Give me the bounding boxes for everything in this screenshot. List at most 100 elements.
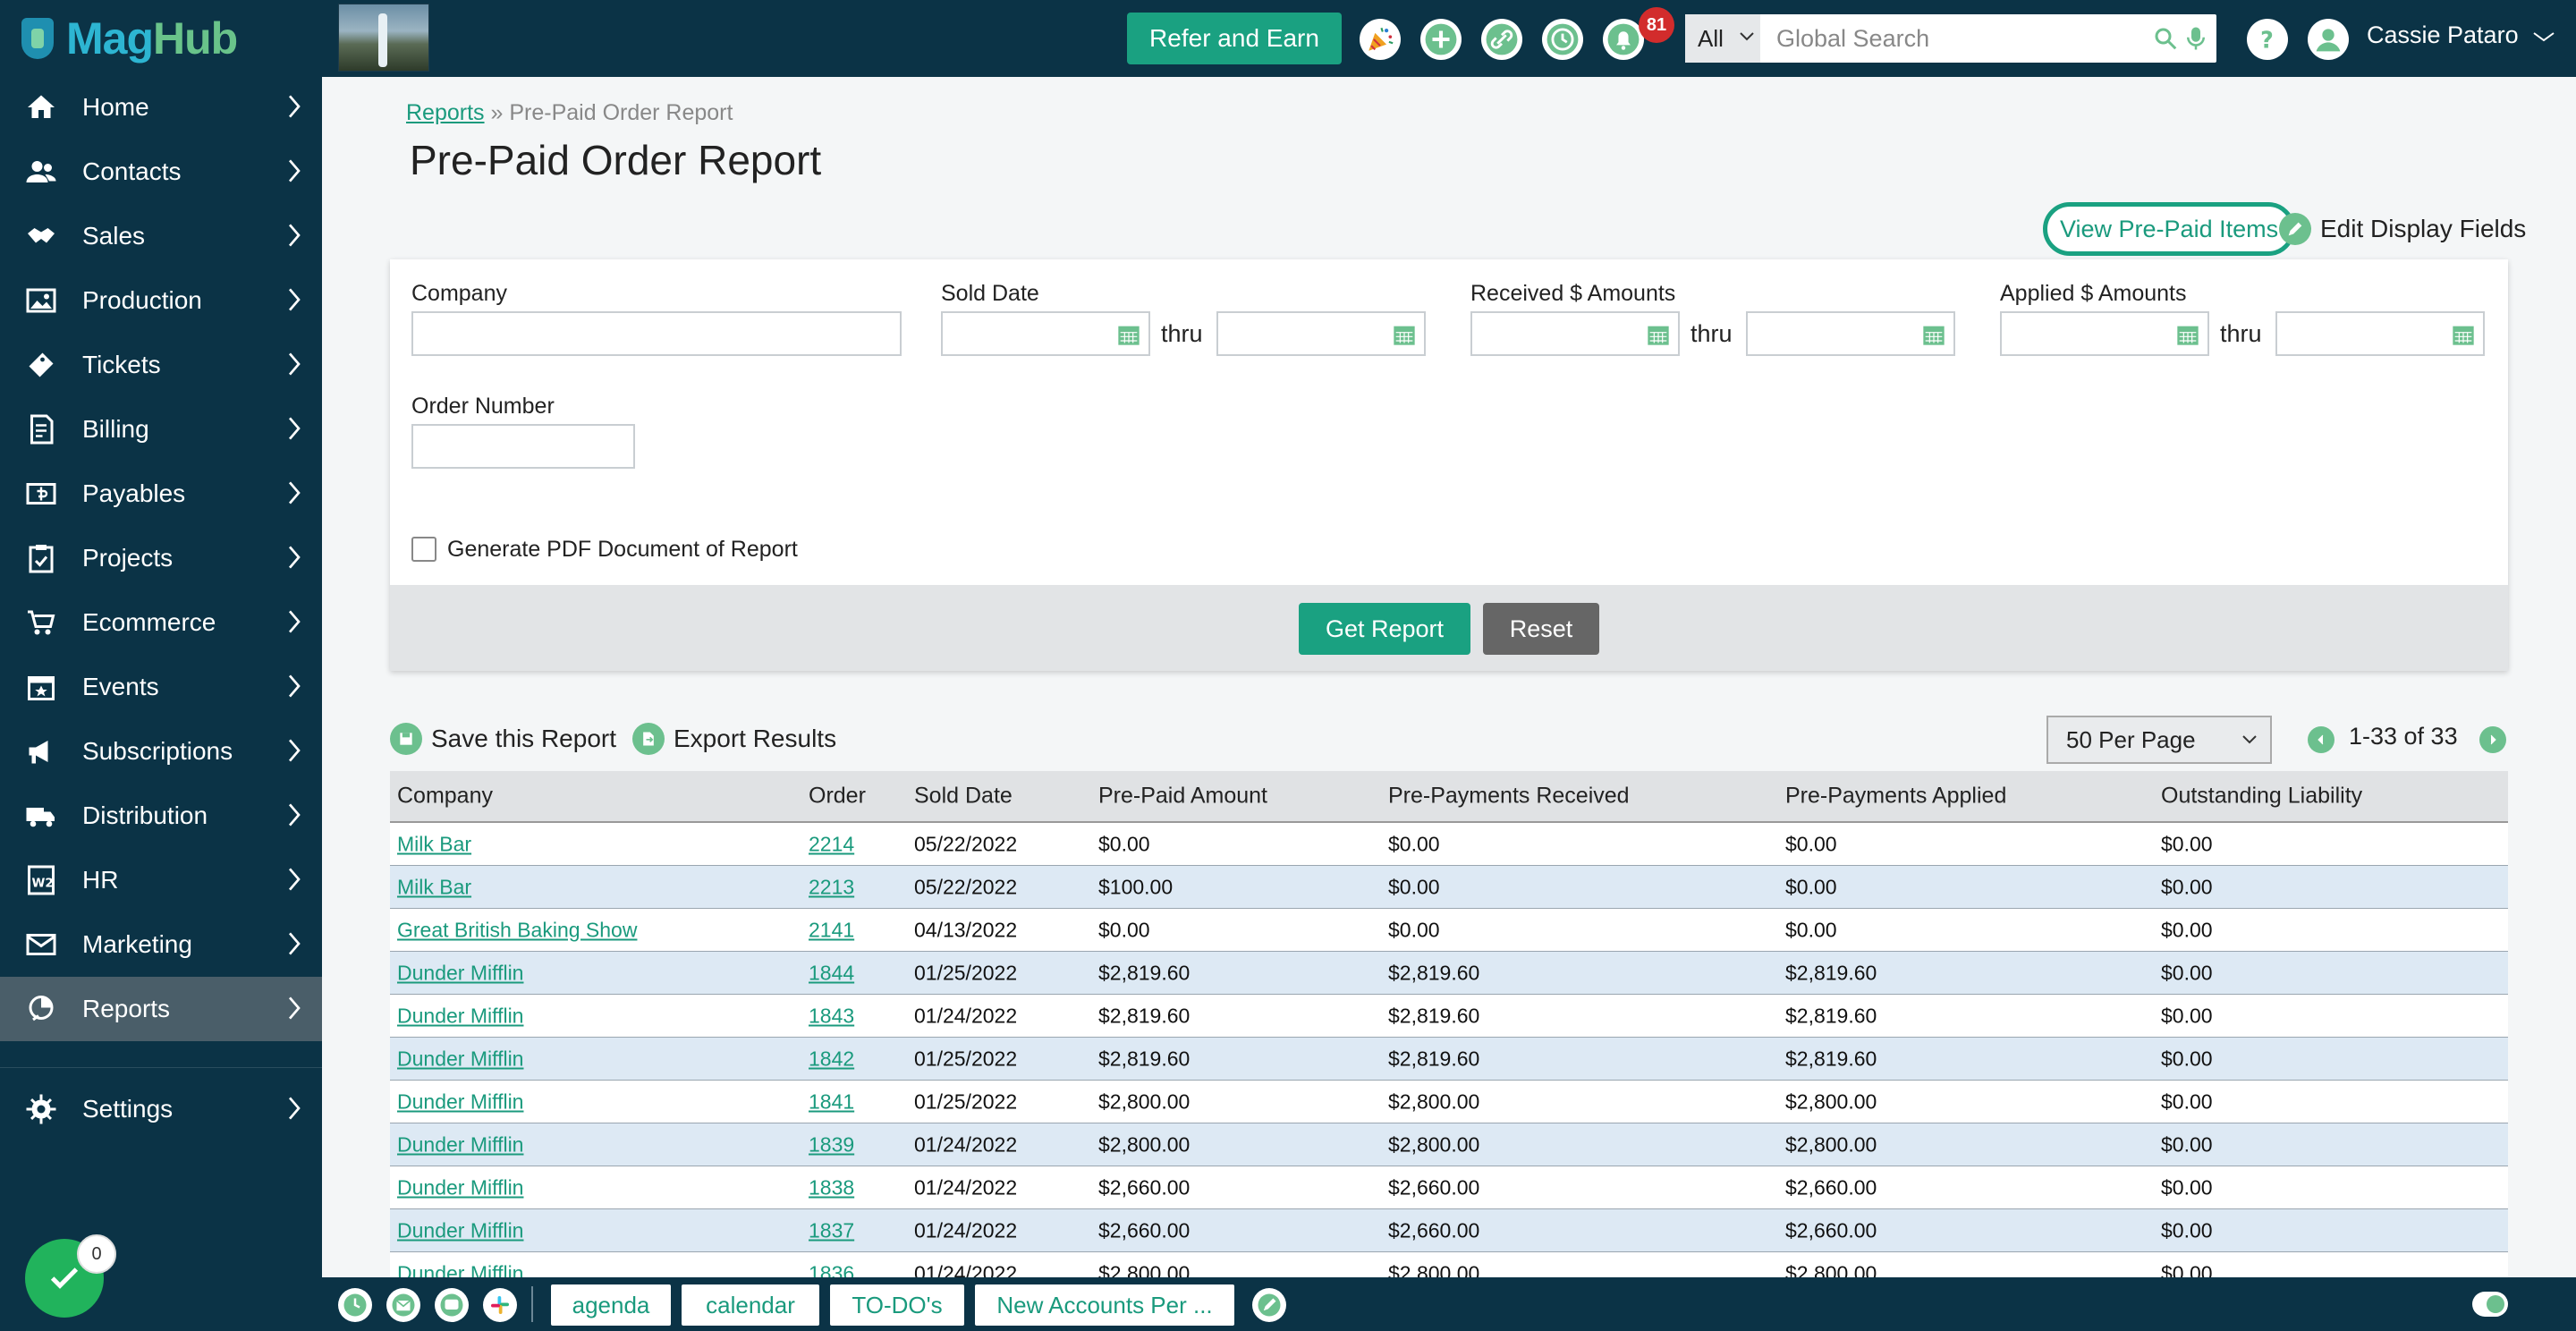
bottom-tab-new-accounts[interactable]: New Accounts Per ... [975, 1284, 1234, 1326]
column-header-outstanding-liability[interactable]: Outstanding Liability [2161, 783, 2363, 809]
calendar-icon[interactable] [1116, 322, 1141, 347]
company-link[interactable]: Dunder Mifflin [397, 1047, 524, 1070]
sidebar-item-projects[interactable]: Projects [0, 526, 322, 590]
order-link[interactable]: 2214 [809, 832, 855, 855]
chevron-right-icon [288, 932, 301, 955]
view-pre-paid-items-link[interactable]: View Pre-Paid Items [2043, 202, 2296, 256]
avatar[interactable] [2308, 19, 2349, 60]
microphone-icon[interactable] [2184, 25, 2207, 52]
company-link[interactable]: Milk Bar [397, 875, 472, 898]
global-search-input[interactable] [1760, 14, 2145, 63]
column-header-pre-payments-applied[interactable]: Pre-Payments Applied [1785, 783, 2007, 809]
get-report-button[interactable]: Get Report [1299, 603, 1470, 655]
email-icon[interactable] [386, 1288, 420, 1322]
next-page-button[interactable] [2479, 726, 2506, 753]
export-results-button[interactable]: Export Results [632, 723, 836, 755]
sold-date-to-input[interactable] [1216, 311, 1426, 356]
search-icon[interactable] [2152, 25, 2179, 52]
per-page-select[interactable]: 50 Per Page [2046, 716, 2272, 764]
clock-icon[interactable] [338, 1288, 372, 1322]
sidebar-item-payables[interactable]: Payables [0, 462, 322, 526]
calendar-icon[interactable] [1921, 322, 1946, 347]
filter-panel: Company Sold Date thru Received $ Amount… [390, 259, 2508, 671]
bottom-tab-agenda[interactable]: agenda [551, 1284, 671, 1326]
calendar-icon[interactable] [1392, 322, 1417, 347]
chevron-right-icon [2490, 734, 2496, 745]
reset-button[interactable]: Reset [1483, 603, 1599, 655]
order-link[interactable]: 2213 [809, 875, 855, 898]
bottom-tab-todos[interactable]: TO-DO's [830, 1284, 964, 1326]
company-link[interactable]: Dunder Mifflin [397, 1218, 524, 1242]
sidebar-item-home[interactable]: Home [0, 75, 322, 140]
breadcrumb-reports-link[interactable]: Reports [406, 100, 485, 125]
user-menu[interactable]: Cassie Pataro [2367, 21, 2555, 49]
calendar-icon[interactable] [2451, 322, 2476, 347]
search-scope-select[interactable]: All [1685, 14, 1760, 63]
column-header-pre-paid-amount[interactable]: Pre-Paid Amount [1098, 783, 1267, 809]
sidebar-item-events[interactable]: Events [0, 655, 322, 719]
company-link[interactable]: Dunder Mifflin [397, 1132, 524, 1156]
slack-icon[interactable] [483, 1288, 517, 1322]
sidebar-item-production[interactable]: Production [0, 268, 322, 333]
chat-icon[interactable] [435, 1288, 469, 1322]
applied-to-input[interactable] [2275, 311, 2485, 356]
publication-thumbnail[interactable] [338, 4, 429, 72]
link-icon[interactable] [1481, 19, 1522, 60]
user-name: Cassie Pataro [2367, 21, 2519, 48]
column-header-sold-date[interactable]: Sold Date [914, 783, 1013, 809]
column-header-order[interactable]: Order [809, 783, 866, 809]
save-report-button[interactable]: Save this Report [390, 723, 616, 755]
column-header-company[interactable]: Company [397, 783, 493, 809]
company-link[interactable]: Milk Bar [397, 832, 472, 855]
order-link[interactable]: 1843 [809, 1004, 855, 1027]
calendar-icon[interactable] [2175, 322, 2200, 347]
company-input[interactable] [411, 311, 902, 356]
company-link[interactable]: Dunder Mifflin [397, 961, 524, 984]
received-to-input[interactable] [1746, 311, 1955, 356]
sidebar-item-distribution[interactable]: Distribution [0, 784, 322, 848]
pencil-icon[interactable] [1252, 1288, 1286, 1322]
order-link[interactable]: 1844 [809, 961, 855, 984]
sidebar-item-marketing[interactable]: Marketing [0, 912, 322, 977]
history-icon[interactable] [1542, 19, 1583, 60]
column-header-pre-payments-received[interactable]: Pre-Payments Received [1388, 783, 1630, 809]
company-link[interactable]: Dunder Mifflin [397, 1004, 524, 1027]
calendar-icon[interactable] [1646, 322, 1671, 347]
previous-page-button[interactable] [2308, 726, 2334, 753]
party-icon[interactable] [1360, 19, 1401, 60]
sidebar-item-sales[interactable]: Sales [0, 204, 322, 268]
sold-date-from-input[interactable] [941, 311, 1150, 356]
bottom-tab-calendar[interactable]: calendar [682, 1284, 819, 1326]
cell-sold-date: 01/25/2022 [914, 961, 1018, 984]
sidebar-item-label: Sales [82, 222, 146, 250]
maghub-logo[interactable]: MagHub [21, 7, 238, 70]
company-link[interactable]: Dunder Mifflin [397, 1175, 524, 1199]
order-link[interactable]: 1842 [809, 1047, 855, 1070]
toggle-switch[interactable] [2472, 1292, 2508, 1317]
company-link[interactable]: Dunder Mifflin [397, 1089, 524, 1113]
refer-and-earn-button[interactable]: Refer and Earn [1127, 13, 1342, 64]
applied-from-input[interactable] [2000, 311, 2209, 356]
sidebar-item-subscriptions[interactable]: Subscriptions [0, 719, 322, 784]
order-link[interactable]: 2141 [809, 918, 855, 941]
company-link[interactable]: Great British Baking Show [397, 918, 638, 941]
order-link[interactable]: 1841 [809, 1089, 855, 1113]
edit-display-fields-link[interactable]: Edit Display Fields [2279, 213, 2526, 245]
generate-pdf-checkbox[interactable] [411, 537, 436, 562]
sidebar-item-ecommerce[interactable]: Ecommerce [0, 590, 322, 655]
sidebar-item-tickets[interactable]: Tickets [0, 333, 322, 397]
sidebar-item-settings[interactable]: Settings [0, 1077, 322, 1141]
add-icon[interactable] [1420, 19, 1462, 60]
sidebar-item-billing[interactable]: Billing [0, 397, 322, 462]
order-link[interactable]: 1837 [809, 1218, 855, 1242]
help-icon[interactable]: ? [2247, 19, 2288, 60]
sidebar-item-contacts[interactable]: Contacts [0, 140, 322, 204]
sidebar-item-hr[interactable]: W2 HR [0, 848, 322, 912]
received-from-input[interactable] [1470, 311, 1680, 356]
sidebar-item-reports[interactable]: Reports [0, 977, 322, 1041]
search-scope-value: All [1698, 24, 1724, 52]
bell-icon[interactable] [1603, 19, 1644, 60]
order-link[interactable]: 1838 [809, 1175, 855, 1199]
order-link[interactable]: 1839 [809, 1132, 855, 1156]
order-number-input[interactable] [411, 424, 635, 469]
